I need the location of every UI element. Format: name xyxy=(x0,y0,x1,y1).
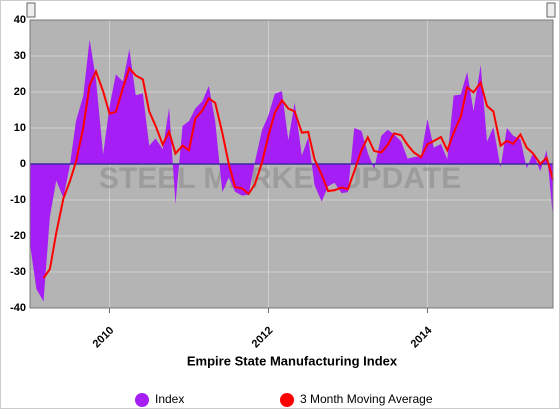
scroll-handle[interactable] xyxy=(26,2,36,18)
y-tick-label: -10 xyxy=(10,194,26,206)
legend-label: 3 Month Moving Average xyxy=(300,392,433,406)
y-tick-label: -20 xyxy=(10,230,26,242)
plot-border xyxy=(29,19,554,309)
y-tick-label: -30 xyxy=(10,266,26,278)
legend-swatch xyxy=(280,393,294,407)
legend-swatch xyxy=(135,393,149,407)
chart-title: Empire State Manufacturing Index xyxy=(187,353,398,368)
y-tick-label: 40 xyxy=(14,14,26,26)
scroll-handle[interactable] xyxy=(546,2,556,18)
y-tick-label: 30 xyxy=(14,50,26,62)
moving-average-line xyxy=(42,66,554,279)
watermark: STEEL MARKET UPDATE xyxy=(99,162,461,195)
y-tick-label: -40 xyxy=(10,302,26,314)
y-tick-label: 0 xyxy=(20,158,26,170)
legend-label: Index xyxy=(155,392,184,406)
y-tick-label: 20 xyxy=(14,86,26,98)
y-tick-label: 10 xyxy=(14,122,26,134)
